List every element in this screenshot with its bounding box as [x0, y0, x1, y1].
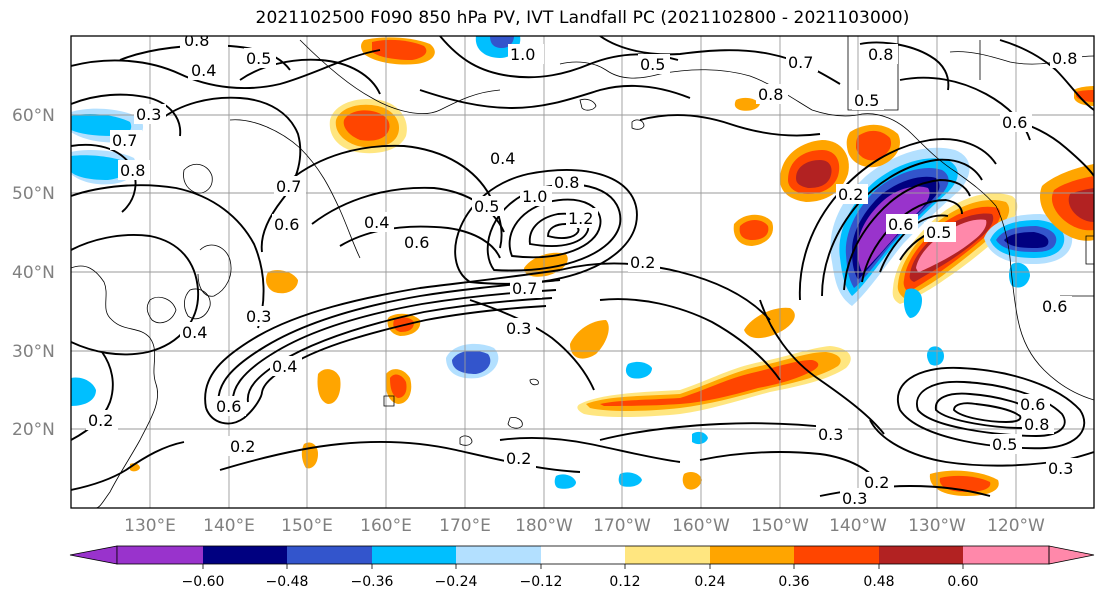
colorbar-segment: [117, 546, 203, 564]
contour-label: 0.2: [230, 437, 255, 456]
contour-label: 0.7: [276, 177, 301, 196]
map-plot-area: 0.8 0.4 0.5 1.0 0.5 0.7 0.8 0.8 0.5 0.6 …: [71, 31, 1094, 508]
contour-label: 0.3: [842, 489, 867, 508]
contour-label: 0.8: [758, 85, 783, 104]
colorbar-segment: [625, 546, 710, 564]
contour-label: 0.6: [404, 233, 429, 252]
contour-label: 0.4: [272, 357, 297, 376]
contour-label: 0.8: [554, 173, 579, 192]
lon-label: 140°W: [829, 516, 887, 536]
lon-label: 160°W: [672, 516, 730, 536]
colorbar-tick-label: 0.12: [609, 574, 640, 590]
contour-label: 1.0: [522, 187, 547, 206]
contour-label: 0.3: [818, 425, 843, 444]
lon-label: 120°W: [987, 516, 1045, 536]
colorbar-segment: [879, 546, 963, 564]
coastlines: [71, 36, 1094, 508]
contour-label: 0.7: [512, 279, 537, 298]
contour-label: 0.4: [191, 61, 216, 80]
colorbar: −0.60 −0.48 −0.36 −0.24 −0.12 0.12 0.24 …: [69, 545, 1095, 590]
contour-label: 0.5: [926, 223, 951, 242]
colorbar-tick-label: −0.60: [182, 574, 225, 590]
colorbar-segment: [963, 546, 1049, 564]
contour-label: 0.4: [364, 213, 389, 232]
contour-label: 0.2: [630, 253, 655, 272]
colorbar-segment: [710, 546, 794, 564]
lat-label: 20°N: [12, 420, 55, 440]
contour-label: 0.5: [640, 55, 665, 74]
contour-label: 0.6: [216, 397, 241, 416]
lon-label: 170°E: [439, 516, 491, 536]
lon-label: 130°E: [124, 516, 176, 536]
contour-label: 0.5: [992, 435, 1017, 454]
lon-label: 160°E: [360, 516, 412, 536]
contour-label: 0.6: [1002, 113, 1027, 132]
contour-label: 0.7: [112, 131, 137, 150]
contour-label: 0.5: [474, 197, 499, 216]
contour-label: 1.2: [568, 209, 593, 228]
contour-label: 0.8: [1052, 49, 1077, 68]
lon-label: 140°E: [203, 516, 255, 536]
lat-label: 40°N: [12, 263, 55, 283]
colorbar-segment: [456, 546, 541, 564]
colorbar-segment: [69, 545, 118, 565]
colorbar-segment: [372, 546, 456, 564]
map-title: 2021102500 F090 850 hPa PV, IVT Landfall…: [255, 8, 910, 28]
contour-label: 0.5: [854, 91, 879, 110]
contour-label: 0.2: [864, 473, 889, 492]
latitude-labels: 60°N 50°N 40°N 30°N 20°N: [12, 106, 55, 440]
contour-label: 0.8: [868, 45, 893, 64]
colorbar-segment: [1048, 545, 1095, 565]
colorbar-segment: [287, 546, 372, 564]
contour-label: 0.5: [246, 49, 271, 68]
map-frame: [70, 35, 1095, 509]
contour-label: 0.4: [490, 149, 515, 168]
lat-label: 50°N: [12, 184, 55, 204]
contour-label: 0.3: [136, 105, 161, 124]
contour-label: 0.3: [1048, 459, 1073, 478]
lon-label: 150°E: [281, 516, 333, 536]
colorbar-tick-label: 0.48: [863, 574, 894, 590]
contour-label: 0.6: [274, 215, 299, 234]
contour-label: 0.7: [788, 53, 813, 72]
contour-label: 1.0: [510, 45, 535, 64]
colorbar-tick-label: −0.12: [520, 574, 563, 590]
colorbar-segment: [794, 546, 879, 564]
contour-labels: 0.8 0.4 0.5 1.0 0.5 0.7 0.8 0.8 0.5 0.6 …: [86, 31, 1082, 508]
longitude-labels: 130°E 140°E 150°E 160°E 170°E 180°W 170°…: [124, 516, 1045, 536]
contour-label: 0.4: [182, 323, 207, 342]
contour-label: 0.6: [888, 215, 913, 234]
colorbar-tick-label: 0.24: [694, 574, 725, 590]
contour-label: 0.2: [506, 449, 531, 468]
lat-label: 30°N: [12, 342, 55, 362]
lat-label: 60°N: [12, 106, 55, 126]
lon-label: 130°W: [908, 516, 966, 536]
contour-label: 0.3: [506, 319, 531, 338]
contour-label: 0.3: [246, 307, 271, 326]
lon-label: 180°W: [515, 516, 573, 536]
lon-label: 170°W: [593, 516, 651, 536]
contour-label: 0.2: [838, 185, 863, 204]
colorbar-tick-label: −0.36: [351, 574, 394, 590]
contour-label: 0.8: [1024, 415, 1049, 434]
colorbar-segment: [203, 546, 287, 564]
colorbar-tick-label: 0.36: [778, 574, 809, 590]
colorbar-tick-label: −0.48: [266, 574, 309, 590]
lon-label: 150°W: [751, 516, 809, 536]
colorbar-segment: [541, 546, 625, 564]
contour-label: 0.8: [184, 31, 209, 50]
colorbar-tick-label: −0.24: [435, 574, 478, 590]
contour-label: 0.8: [120, 161, 145, 180]
contour-label: 0.6: [1042, 297, 1067, 316]
colorbar-tick-label: 0.60: [947, 574, 978, 590]
contour-label: 0.6: [1020, 395, 1045, 414]
contour-label: 0.2: [88, 411, 113, 430]
